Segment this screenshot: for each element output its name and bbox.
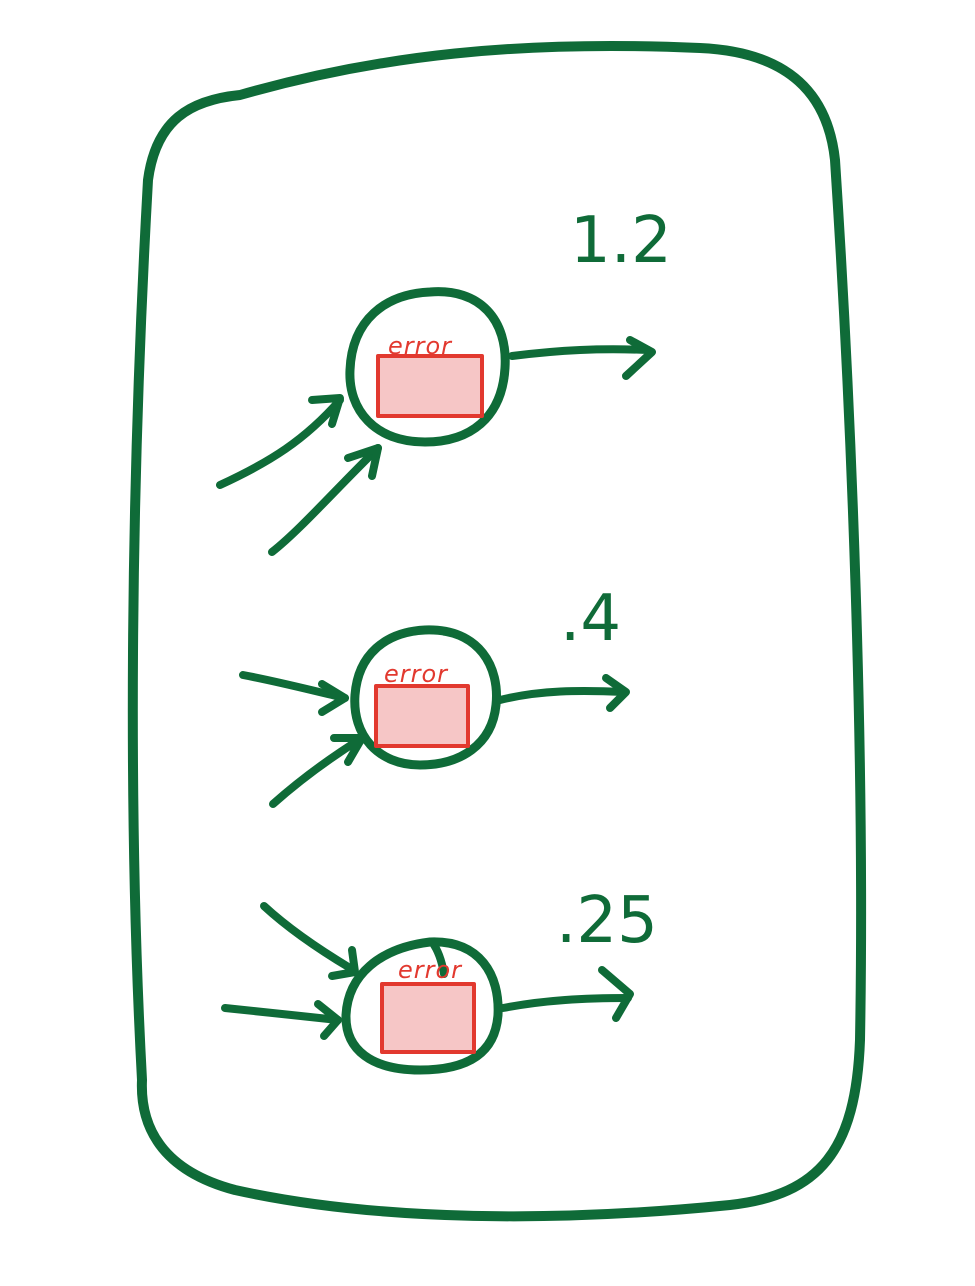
value-label-1: 1.2 [570,204,672,278]
error-label-3: error [398,956,463,984]
input-arrow-3b-head [314,1000,342,1040]
neuron-circle-3-tick [428,938,448,978]
value-label-3: .25 [556,884,658,958]
neuron-node-1: error 1.2 [216,204,672,556]
error-label-2: error [384,660,449,688]
error-box-3 [380,982,476,1054]
value-label-2: .4 [560,582,621,656]
error-box-1 [376,354,484,418]
output-arrow-3 [499,994,632,1012]
input-arrow-1b-head [344,444,382,480]
neuron-node-3: error .25 [221,884,658,1075]
output-arrow-3-head [598,966,634,1022]
input-arrow-1a-head [308,394,344,428]
neuron-circle-3 [341,937,503,1075]
output-arrow-1-head [622,336,656,380]
output-arrow-1 [508,345,652,360]
output-arrow-2-head [602,674,630,712]
outer-container [127,40,867,1222]
input-arrow-1a [216,396,344,489]
neuron-node-2: error .4 [239,582,630,808]
error-label-1: error [388,332,453,360]
neuron-circle-2 [350,625,501,770]
input-arrow-2b-head [330,734,366,766]
neuron-circle-1 [345,287,510,447]
input-arrow-2a-head [318,680,349,716]
input-arrow-1b [268,444,382,556]
input-arrow-3a-head [328,946,359,980]
output-arrow-2 [496,686,629,704]
input-arrow-3b [221,1004,342,1024]
input-arrow-2b [269,734,366,808]
input-arrow-3a [260,902,354,972]
error-box-2 [374,684,470,748]
